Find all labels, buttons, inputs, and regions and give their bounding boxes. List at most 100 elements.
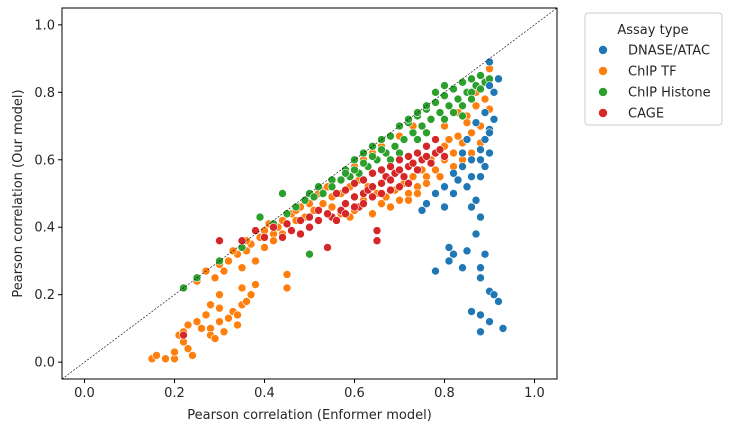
y-axis-label: Pearson correlation (Our model) [11,89,26,297]
data-point [467,74,476,84]
data-point [471,229,481,239]
data-point [305,222,314,232]
data-point [440,115,449,124]
data-point [458,101,467,111]
data-point [444,101,454,111]
legend-marker [598,45,608,55]
data-point [413,108,422,117]
data-point [237,283,247,293]
legend-title: Assay type [617,23,688,38]
y-tick-label: 0.4 [34,221,55,236]
data-point [359,158,368,168]
data-point [386,162,395,171]
data-point [296,229,305,239]
data-point [440,91,449,100]
data-point [453,175,463,185]
data-point [467,172,476,181]
data-point [372,226,382,235]
data-point [476,212,485,222]
y-tick-label: 0.2 [34,288,55,303]
legend-label: DNASE/ATAC [628,44,710,59]
data-point [350,192,359,202]
data-point [386,131,395,141]
x-tick-label: 0.2 [164,386,185,401]
data-point [485,317,494,326]
data-point [431,98,440,107]
x-tick-label: 1.0 [524,386,545,401]
data-point [476,84,485,94]
data-point [219,266,229,276]
data-point [462,246,472,256]
data-point [251,256,260,266]
data-point [377,199,386,208]
data-point [224,313,233,323]
data-point [485,148,494,158]
data-point [422,152,431,161]
data-point [480,94,490,104]
data-point [210,334,220,343]
data-point [444,135,454,144]
x-tick-label: 0.4 [254,386,275,401]
data-point [282,209,292,219]
data-point [494,297,503,306]
data-point [314,216,323,225]
data-point [431,266,440,276]
data-point [440,182,449,192]
data-point [462,182,472,192]
data-point [359,199,368,208]
data-point [201,310,211,320]
data-point [413,165,422,175]
data-point [458,148,467,158]
data-point [377,145,386,154]
data-point [413,148,422,158]
data-point [417,206,427,215]
data-point [435,108,445,117]
data-point [435,145,445,154]
data-point [485,57,494,67]
data-point [404,115,413,124]
data-point [260,233,269,242]
x-axis: 0.0 0.2 0.4 0.6 0.8 1.0 [74,379,545,401]
data-point [462,118,472,127]
data-point [489,290,499,299]
data-point [399,172,409,181]
data-point [453,131,463,141]
data-point [332,189,341,198]
data-point [359,148,368,158]
data-point [251,226,260,235]
data-point [476,71,485,80]
legend-marker [598,108,608,118]
data-point [314,182,323,192]
legend-label: CAGE [628,107,664,122]
data-point [372,236,382,246]
data-point [233,310,242,320]
data-point [260,243,269,252]
data-point [467,94,476,104]
data-point [471,118,481,127]
y-tick-label: 1.0 [34,18,55,33]
data-point [449,108,458,117]
data-point [476,263,485,273]
data-point [467,128,476,138]
data-point [323,209,332,219]
data-point [467,307,476,316]
data-point [395,182,404,192]
data-point [246,290,256,299]
data-point [350,179,359,188]
data-point [291,202,301,212]
data-point [449,84,458,94]
series-dnase-atac [417,57,508,337]
data-point [242,297,251,306]
data-point [224,256,233,266]
data-point [422,141,431,151]
data-point [422,128,431,138]
legend-item: ChIP Histone [598,86,711,101]
data-point [444,256,454,266]
data-point [237,263,247,273]
x-tick-label: 0.0 [74,386,95,401]
data-point [215,303,224,313]
x-axis-label: Pearson correlation (Enformer model) [187,408,432,423]
data-point [458,111,467,121]
data-point [417,121,427,131]
